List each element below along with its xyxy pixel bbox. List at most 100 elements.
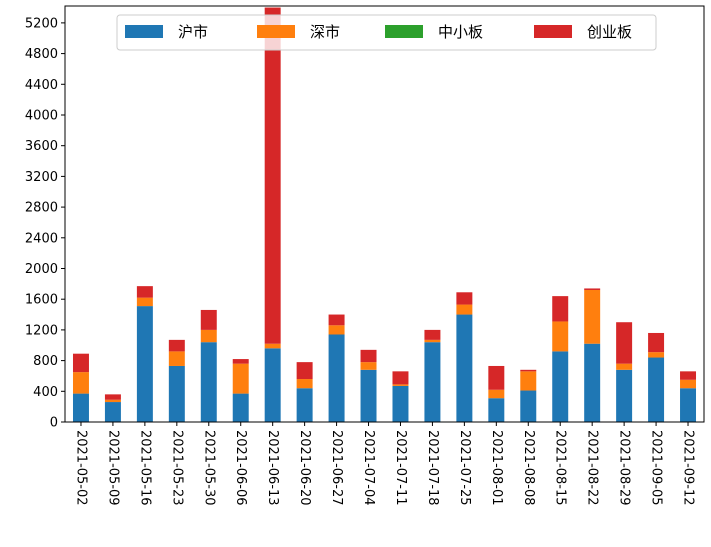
bar-segment (328, 334, 345, 422)
x-tick-label: 2021-08-01 (489, 430, 504, 506)
bar-segment (392, 384, 409, 386)
y-tick-label: 0 (50, 416, 58, 431)
legend-swatch (534, 25, 572, 38)
bar-segment (264, 343, 281, 349)
x-tick-label: 2021-07-18 (425, 430, 440, 506)
bar-segment (648, 357, 665, 422)
y-tick-label: 2000 (25, 262, 58, 277)
bar-segment (616, 369, 633, 422)
bar-segment (200, 329, 217, 343)
bar-segment (168, 365, 185, 422)
bar-segment (456, 292, 473, 305)
legend: 沪市 深市 中小板 创业板 (116, 14, 657, 51)
bar-segment (360, 349, 377, 363)
bar-segment (168, 339, 185, 352)
bar-segment (264, 348, 281, 422)
bar-segment (264, 7, 281, 344)
bar-segment (520, 390, 537, 422)
bar-segment (72, 393, 89, 422)
x-tick-label: 2021-08-22 (585, 430, 600, 506)
bar-segment (104, 394, 121, 400)
bar-segment (424, 329, 441, 340)
y-tick-label: 1200 (25, 323, 58, 338)
bar-segment (488, 389, 505, 399)
bar-segment (680, 371, 697, 380)
x-tick-label: 2021-06-27 (329, 430, 344, 506)
x-tick-label: 2021-06-20 (297, 430, 312, 506)
bar-segment (168, 351, 185, 366)
y-tick-label: 4400 (25, 78, 58, 93)
bar-segment (488, 398, 505, 422)
x-tick-label: 2021-08-15 (553, 430, 568, 506)
x-tick-label: 2021-09-12 (681, 430, 696, 506)
bar-segment (328, 314, 345, 326)
bar-segment (616, 363, 633, 370)
bar-segment (200, 342, 217, 422)
bar-segment (72, 353, 89, 373)
x-tick-label: 2021-07-11 (393, 430, 408, 506)
bar-segment (552, 351, 569, 422)
bar-segment (136, 297, 153, 307)
bar-segment (392, 371, 409, 385)
bars-group (72, 7, 697, 422)
bar-segment (520, 371, 537, 391)
x-tick-label: 2021-08-29 (617, 430, 632, 506)
x-tick-label: 2021-05-23 (169, 430, 184, 506)
y-tick-label: 3200 (25, 170, 58, 185)
bar-segment (360, 362, 377, 370)
bar-segment (72, 372, 89, 394)
y-tick-label: 4000 (25, 108, 58, 123)
x-tick-label: 2021-05-30 (201, 430, 216, 506)
bar-segment (136, 286, 153, 298)
bar-segment (616, 322, 633, 364)
y-tick-label: 4800 (25, 47, 58, 62)
bar-segment (328, 325, 345, 335)
bar-segment (552, 321, 569, 352)
legend-swatch (257, 25, 295, 38)
y-tick-label: 5200 (25, 16, 58, 31)
legend-swatch (385, 25, 423, 38)
bar-segment (424, 342, 441, 422)
y-tick-label: 2400 (25, 231, 58, 246)
y-tick-label: 400 (33, 385, 58, 400)
bar-segment (296, 388, 313, 422)
legend-label: 沪市 (178, 23, 208, 41)
bar-segment (296, 379, 313, 389)
x-tick-label: 2021-05-16 (137, 430, 152, 506)
bar-segment (520, 369, 537, 372)
x-axis: 2021-05-02 2021-05-09 2021-05-16 2021-05-23… (73, 422, 696, 506)
x-tick-label: 2021-06-13 (265, 430, 280, 506)
bar-segment (456, 314, 473, 422)
x-tick-label: 2021-05-09 (105, 430, 120, 506)
legend-label: 创业板 (587, 23, 632, 41)
bar-segment (360, 369, 377, 422)
y-tick-label: 800 (33, 354, 58, 369)
x-tick-label: 2021-05-02 (73, 430, 88, 506)
x-tick-label: 2021-09-05 (649, 430, 664, 506)
bar-segment (104, 399, 121, 403)
bar-segment (584, 289, 601, 344)
x-tick-label: 2021-08-08 (521, 430, 536, 506)
legend-swatch (125, 25, 163, 38)
bar-segment (488, 365, 505, 390)
legend-label: 深市 (310, 23, 340, 41)
bar-segment (392, 385, 409, 422)
x-tick-label: 2021-07-04 (361, 430, 376, 506)
y-tick-label: 1600 (25, 293, 58, 308)
y-tick-label: 3600 (25, 139, 58, 154)
y-tick-label: 2800 (25, 201, 58, 216)
bar-segment (552, 296, 569, 322)
x-tick-label: 2021-06-06 (233, 430, 248, 506)
bar-segment (584, 288, 601, 290)
legend-label: 中小板 (438, 23, 483, 41)
bar-segment (136, 306, 153, 422)
bar-segment (296, 362, 313, 380)
bar-segment (648, 332, 665, 353)
bar-segment (424, 339, 441, 343)
bar-segment (680, 379, 697, 389)
x-tick-label: 2021-07-25 (457, 430, 472, 506)
axes-frame (64, 5, 705, 423)
bar-segment (104, 402, 121, 422)
